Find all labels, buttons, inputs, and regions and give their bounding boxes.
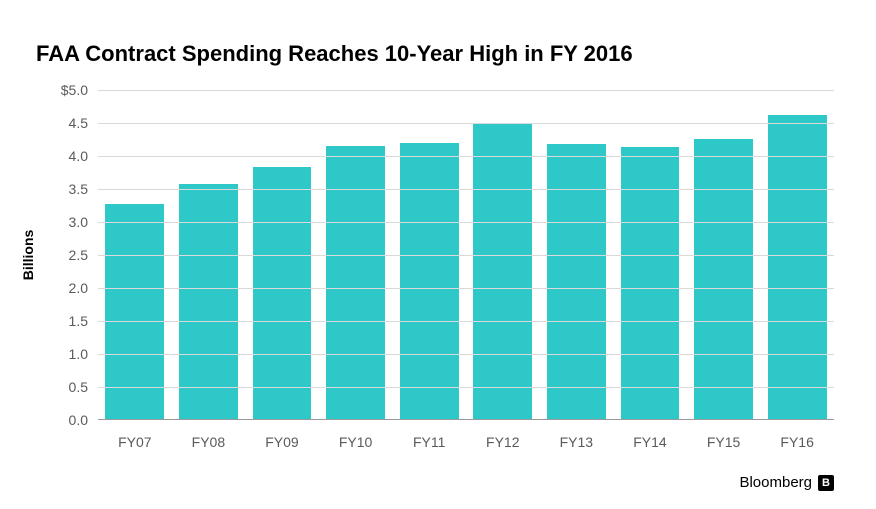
y-tick-label: 0.5: [69, 379, 88, 395]
x-tick-label: FY11: [413, 434, 445, 450]
bar: [326, 146, 385, 420]
y-tick-label: 4.0: [69, 148, 88, 164]
x-tick-label: FY09: [265, 434, 298, 450]
x-tick-label: FY13: [560, 434, 593, 450]
x-tick-label: FY14: [633, 434, 666, 450]
chart-plot-area: FY07FY08FY09FY10FY11FY12FY13FY14FY15FY16…: [98, 90, 834, 420]
y-tick-label: 3.5: [69, 181, 88, 197]
x-axis-line: [98, 419, 834, 420]
attribution-text: Bloomberg: [739, 474, 812, 491]
bar: [473, 123, 532, 420]
chart-frame: FAA Contract Spending Reaches 10-Year Hi…: [0, 0, 876, 509]
y-tick-label: 1.0: [69, 346, 88, 362]
gridline: [98, 354, 834, 355]
gridline: [98, 90, 834, 91]
bar: [621, 147, 680, 420]
x-tick-label: FY15: [707, 434, 740, 450]
x-tick-label: FY16: [780, 434, 813, 450]
y-tick-label: 2.0: [69, 280, 88, 296]
bar: [694, 139, 753, 420]
x-tick-label: FY10: [339, 434, 372, 450]
gridline: [98, 156, 834, 157]
bar: [547, 144, 606, 420]
gridline: [98, 123, 834, 124]
chart-title: FAA Contract Spending Reaches 10-Year Hi…: [36, 41, 633, 67]
y-tick-label: 1.5: [69, 313, 88, 329]
y-tick-label: 3.0: [69, 214, 88, 230]
bar: [768, 115, 827, 420]
gridline: [98, 321, 834, 322]
bar: [179, 184, 238, 420]
x-tick-label: FY12: [486, 434, 519, 450]
x-tick-label: FY08: [192, 434, 225, 450]
gridline: [98, 288, 834, 289]
x-tick-label: FY07: [118, 434, 151, 450]
gridline: [98, 387, 834, 388]
gridline: [98, 189, 834, 190]
y-tick-label: 4.5: [69, 115, 88, 131]
bar: [253, 167, 312, 420]
y-tick-label: 2.5: [69, 247, 88, 263]
bar: [400, 143, 459, 420]
y-tick-label: $5.0: [61, 82, 88, 98]
bloomberg-logo-icon: B: [818, 475, 834, 491]
y-axis-label: Billions: [20, 230, 36, 281]
y-tick-label: 0.0: [69, 412, 88, 428]
gridline: [98, 222, 834, 223]
attribution: Bloomberg B: [739, 474, 834, 491]
gridline: [98, 255, 834, 256]
